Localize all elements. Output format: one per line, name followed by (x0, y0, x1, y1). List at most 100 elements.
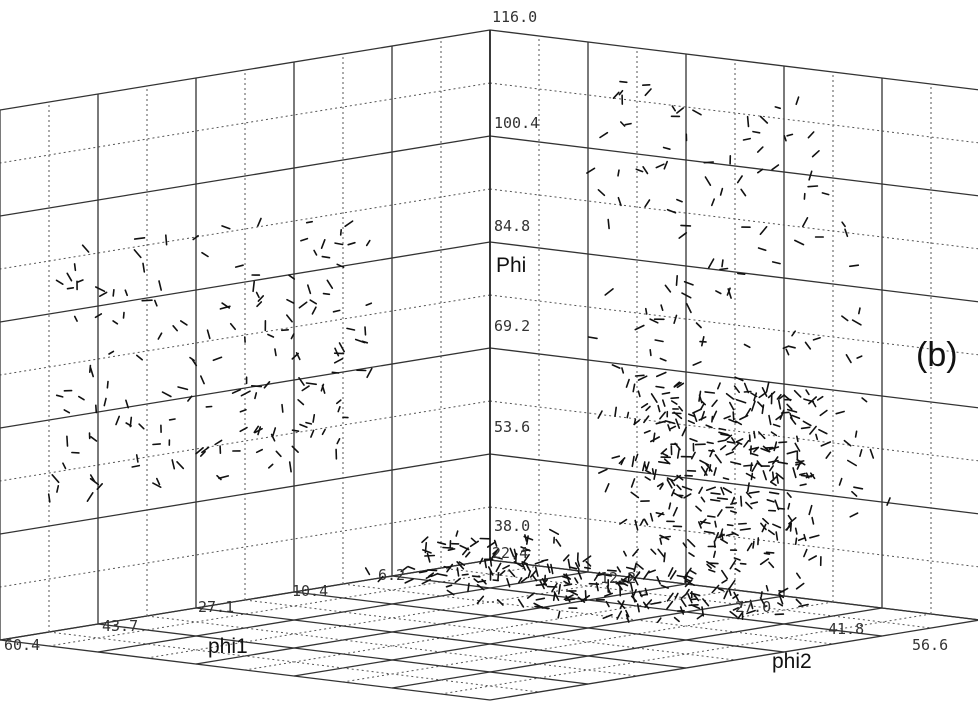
orientation-vector (565, 595, 571, 603)
phi1-axis-title: phi1 (208, 635, 248, 658)
orientation-vector (534, 560, 544, 565)
orientation-vector (326, 279, 334, 290)
orientation-vector (710, 492, 721, 495)
right-wall-gridline (489, 188, 978, 250)
orientation-vector (851, 319, 862, 326)
orientation-vector (563, 594, 574, 601)
orientation-vector (729, 610, 738, 618)
orientation-vector (407, 565, 416, 570)
orientation-vector (595, 582, 599, 592)
orientation-vector (733, 557, 741, 561)
orientation-vector (176, 460, 185, 470)
orientation-vector (709, 498, 721, 502)
orientation-vector (656, 482, 664, 488)
orientation-vector (267, 333, 275, 338)
orientation-vector (684, 579, 695, 587)
orientation-vector (703, 530, 715, 535)
orientation-vector (461, 573, 469, 576)
orientation-vector (603, 592, 614, 597)
orientation-vector (673, 314, 678, 325)
orientation-vector (301, 385, 310, 392)
orientation-vector (557, 610, 561, 619)
orientation-vector (73, 315, 78, 322)
orientation-vector (757, 247, 767, 252)
orientation-vector (542, 578, 549, 586)
orientation-vector (666, 478, 673, 489)
orientation-vector (749, 599, 754, 610)
orientation-vector (759, 558, 770, 566)
orientation-vector (66, 435, 69, 447)
orientation-vector (377, 575, 384, 583)
orientation-vector (634, 374, 645, 377)
orientation-vector (229, 322, 236, 331)
orientation-vector (626, 411, 630, 419)
orientation-vector (86, 491, 94, 503)
orientation-vector (692, 109, 702, 116)
orientation-vector (759, 115, 769, 124)
orientation-vector (740, 600, 743, 608)
orientation-vector (517, 577, 523, 584)
orientation-vector (723, 590, 729, 600)
orientation-vector (479, 557, 484, 565)
orientation-vector (765, 551, 775, 554)
orientation-vector (73, 263, 77, 272)
orientation-vector (736, 175, 743, 184)
orientation-vector (346, 327, 356, 331)
orientation-vector (686, 538, 696, 548)
orientation-vector (759, 226, 768, 236)
orientation-vector (761, 386, 768, 397)
orientation-vector (621, 367, 625, 374)
orientation-vector (306, 284, 312, 295)
orientation-vector (200, 450, 206, 457)
orientation-vector (659, 534, 670, 541)
orientation-vector (297, 398, 305, 406)
orientation-vector (745, 491, 752, 499)
orientation-vector (525, 563, 531, 572)
orientation-vector (730, 437, 736, 444)
orientation-vector (47, 493, 51, 503)
orientation-vector (743, 464, 754, 467)
orientation-vector (749, 462, 753, 472)
orientation-vector (281, 403, 284, 413)
orientation-vector (785, 525, 791, 531)
orientation-vector (639, 518, 645, 526)
orientation-vector (763, 552, 771, 555)
orientation-vector (717, 533, 725, 539)
orientation-vector (336, 263, 345, 269)
orientation-vector (657, 511, 664, 518)
orientation-vector (661, 399, 666, 407)
orientation-vector (456, 560, 465, 570)
orientation-vector (746, 609, 756, 615)
orientation-vector (797, 537, 805, 542)
right-wall-gridline (489, 400, 978, 462)
orientation-vector (728, 587, 732, 597)
orientation-vector (768, 414, 772, 426)
right-wall-gridline (489, 294, 978, 356)
orientation-vector (805, 389, 810, 396)
phi1-tick: 27.1 (198, 598, 234, 616)
orientation-vector (756, 146, 764, 153)
orientation-vector (577, 570, 583, 580)
orientation-vector (133, 249, 142, 259)
orientation-vector (825, 451, 832, 459)
orientation-vector (642, 601, 650, 610)
floor-gridline (342, 583, 834, 645)
orientation-vector (639, 593, 649, 597)
orientation-vector (795, 598, 802, 605)
orientation-vector (645, 405, 651, 412)
orientation-vector (808, 170, 813, 181)
orientation-vector (777, 461, 789, 465)
left-wall-gridline (0, 135, 491, 217)
phi-tick: 84.8 (494, 217, 530, 235)
orientation-vector (709, 449, 714, 458)
orientation-vector (131, 464, 141, 468)
orientation-vector (729, 559, 737, 570)
orientation-vector (62, 462, 67, 470)
floor-gridline (48, 631, 540, 693)
orientation-vector (702, 598, 710, 607)
orientation-vector (334, 242, 344, 246)
orientation-vector (634, 324, 645, 331)
orientation-vector (725, 392, 735, 400)
orientation-vector (520, 546, 531, 552)
orientation-vector (795, 582, 805, 590)
